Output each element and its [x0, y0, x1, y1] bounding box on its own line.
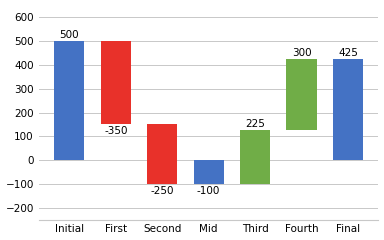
Text: 500: 500	[60, 30, 79, 40]
Bar	[194, 160, 224, 184]
Bar	[240, 130, 270, 184]
Text: 300: 300	[292, 48, 311, 58]
Text: -250: -250	[151, 186, 174, 196]
Text: 225: 225	[245, 119, 265, 129]
Bar	[101, 41, 131, 125]
Bar	[147, 125, 177, 184]
Bar	[333, 59, 363, 160]
Text: -100: -100	[197, 186, 220, 196]
Bar	[54, 41, 84, 160]
Bar	[286, 59, 316, 130]
Text: -350: -350	[104, 126, 127, 136]
Text: 425: 425	[338, 48, 358, 58]
